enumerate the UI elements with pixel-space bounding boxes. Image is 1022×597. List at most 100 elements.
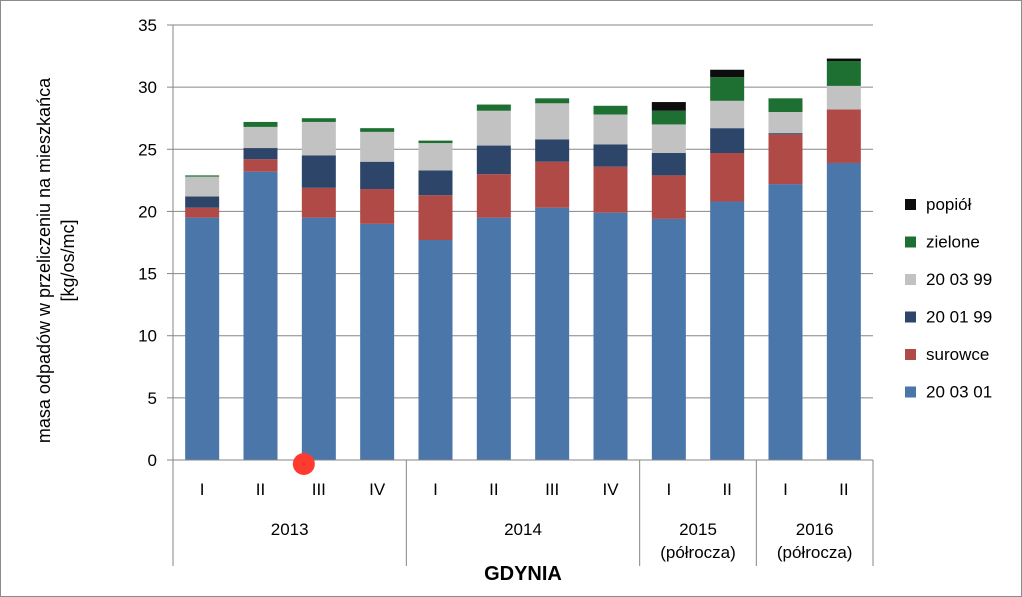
bar-segment <box>301 155 336 188</box>
bar-segment <box>651 218 686 460</box>
bar-segment <box>476 110 511 146</box>
bar-segment <box>185 176 220 197</box>
y-tick-label: 25 <box>138 140 157 159</box>
x-tick-label: III <box>545 480 559 499</box>
bar-segment <box>768 184 803 461</box>
bar-segment <box>185 217 220 460</box>
y-tick-label: 35 <box>138 16 157 35</box>
bar-segment <box>360 223 395 460</box>
bar-segment <box>301 187 336 218</box>
legend-label: 20 03 01 <box>926 383 992 402</box>
bar-segment <box>360 161 395 190</box>
bar-segment <box>243 148 278 160</box>
group-label: (półrocza) <box>660 543 736 562</box>
legend-swatch <box>905 386 916 398</box>
bar-segment <box>476 145 511 175</box>
bar-segment <box>185 196 220 208</box>
bar-segment <box>418 240 453 460</box>
x-tick-label: II <box>256 480 265 499</box>
bar-segment <box>710 100 745 129</box>
group-label: 2013 <box>271 520 309 539</box>
group-label: 2014 <box>504 520 542 539</box>
bar-segment <box>826 85 861 110</box>
bar-segment <box>710 201 745 460</box>
bar-segment <box>710 77 745 101</box>
group-label: 2015 <box>679 520 717 539</box>
bar-segment <box>243 126 278 149</box>
bar-segment <box>476 104 511 111</box>
bar-segment <box>710 153 745 202</box>
red-dot-marker <box>292 453 315 475</box>
legend-label: zielone <box>926 233 980 252</box>
group-label: 2016 <box>796 520 834 539</box>
legend-swatch <box>905 349 916 360</box>
group-label: (półrocza) <box>777 543 853 562</box>
y-tick-label: 5 <box>148 389 157 408</box>
bar-segment <box>418 170 453 196</box>
bar-segment <box>243 171 278 460</box>
bar-segment <box>360 128 395 132</box>
legend-swatch <box>905 236 916 248</box>
bar-segment <box>418 140 453 144</box>
x-tick-label: II <box>839 480 848 499</box>
bar-segment <box>768 134 803 185</box>
bar-segment <box>651 153 686 176</box>
y-tick-label: 20 <box>138 202 157 221</box>
bar-segment <box>243 121 278 127</box>
x-tick-label: II <box>722 480 731 499</box>
bar-segment <box>535 103 570 140</box>
bar-segment <box>535 207 570 460</box>
legend-label: 20 01 99 <box>926 308 992 327</box>
y-axis-title-line: [kg/os/mc] <box>58 219 78 301</box>
x-axis-title: GDYNIA <box>484 563 562 585</box>
bar-segment <box>360 189 395 224</box>
bar-segment <box>826 58 861 62</box>
bar-segment <box>593 166 628 213</box>
y-axis-title: masa odpadów w przeliczeniu na mieszkańc… <box>34 77 78 443</box>
bar-segment <box>826 162 861 460</box>
bar-segment <box>535 161 570 208</box>
bar-segment <box>418 143 453 171</box>
bar-segment <box>535 98 570 104</box>
bar-segment <box>301 217 336 460</box>
bar-segment <box>710 69 745 78</box>
bar-segment <box>710 128 745 154</box>
x-tick-label: I <box>783 480 788 499</box>
x-tick-label: I <box>200 480 205 499</box>
bar-segment <box>301 118 336 122</box>
x-tick-label: I <box>433 480 438 499</box>
bar-segment <box>476 174 511 218</box>
bar-segment <box>185 207 220 218</box>
bar-segment <box>535 139 570 162</box>
bar-segment <box>826 61 861 86</box>
bar-segment <box>476 217 511 460</box>
x-tick-label: II <box>489 480 498 499</box>
x-tick-label: IV <box>369 480 386 499</box>
bar-segment <box>593 144 628 167</box>
legend-label: popiół <box>926 195 972 214</box>
legend-label: 20 03 99 <box>926 270 992 289</box>
bar-segment <box>301 121 336 156</box>
bar-segment <box>768 133 803 135</box>
y-tick-label: 15 <box>138 265 157 284</box>
bar-segment <box>593 212 628 460</box>
bar-segment <box>593 105 628 115</box>
legend-swatch <box>905 311 916 323</box>
bar-segment <box>360 131 395 162</box>
bar-segment <box>768 98 803 112</box>
bar-segment <box>243 159 278 172</box>
x-tick-label: IV <box>602 480 619 499</box>
bar-segment <box>651 175 686 219</box>
bar-segment <box>826 109 861 163</box>
x-tick-label: III <box>312 480 326 499</box>
legend-swatch <box>905 199 916 210</box>
x-tick-label: I <box>666 480 671 499</box>
bar-segment <box>651 124 686 154</box>
bar-segment <box>651 110 686 125</box>
legend-label: surowce <box>926 345 989 364</box>
bar-segment <box>651 102 686 111</box>
bar-segment <box>593 114 628 145</box>
legend-swatch <box>905 274 916 285</box>
y-axis-title-line: masa odpadów w przeliczeniu na mieszkańc… <box>34 77 54 443</box>
